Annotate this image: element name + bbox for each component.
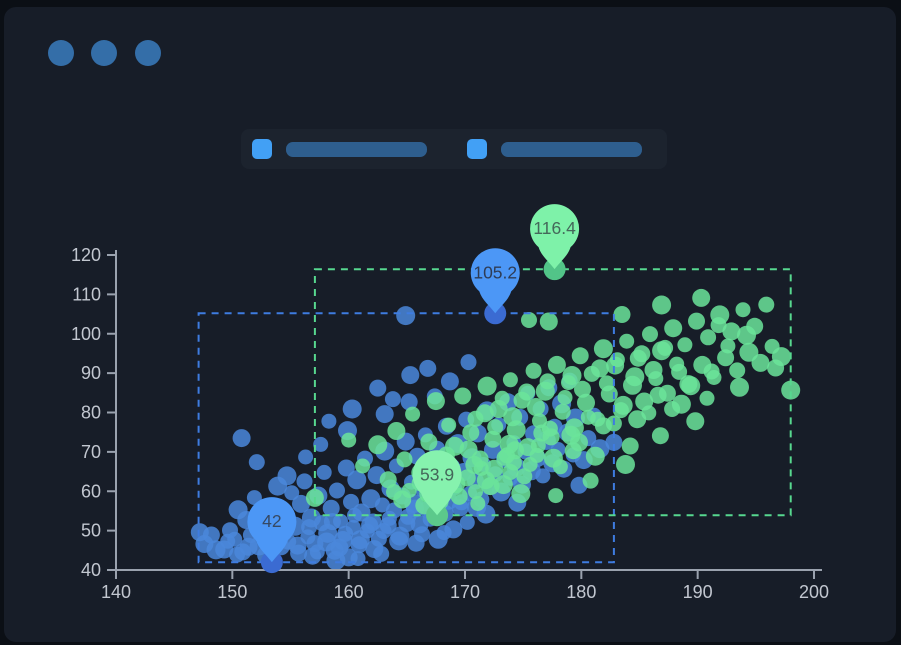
svg-text:170: 170: [450, 582, 480, 602]
svg-text:120: 120: [71, 245, 101, 265]
svg-text:140: 140: [101, 582, 131, 602]
window-dot-1[interactable]: [48, 40, 74, 66]
svg-text:50: 50: [81, 521, 101, 541]
legend-label-bar-2: [501, 141, 642, 157]
svg-text:53.9: 53.9: [420, 464, 454, 484]
legend-swatch-2: [467, 139, 487, 159]
svg-text:42: 42: [262, 511, 281, 531]
series-green-points: [305, 261, 801, 524]
svg-text:80: 80: [81, 403, 101, 423]
svg-text:105.2: 105.2: [473, 262, 517, 282]
window-dot-2[interactable]: [91, 40, 117, 66]
scatter-chart: 140 150 160 170 180 190 200 40 50 60 70 80 90 100 110 1…: [71, 204, 829, 602]
axes: [107, 250, 822, 579]
svg-text:70: 70: [81, 442, 101, 462]
svg-text:190: 190: [683, 582, 713, 602]
annotation-53.9: 53.9: [412, 450, 462, 527]
tick-labels: 140 150 160 170 180 190 200 40 50 60 70 80 90 100 110 1…: [71, 245, 829, 602]
annotation-105.2: 105.2: [470, 248, 520, 325]
legend-swatch-1: [252, 139, 272, 159]
annotation-42: 42: [247, 497, 297, 574]
chart-legend: [241, 129, 667, 169]
window-dot-3[interactable]: [135, 40, 161, 66]
svg-text:150: 150: [217, 582, 247, 602]
svg-text:90: 90: [81, 363, 101, 383]
svg-text:110: 110: [72, 284, 101, 304]
legend-item-2[interactable]: [467, 139, 642, 159]
svg-text:100: 100: [71, 324, 101, 344]
app-window: 140 150 160 170 180 190 200 40 50 60 70 80 90 100 110 1…: [4, 7, 896, 642]
svg-text:180: 180: [566, 582, 596, 602]
svg-text:116.4: 116.4: [533, 218, 576, 238]
annotation-116.4: 116.4: [530, 204, 580, 281]
svg-text:60: 60: [81, 481, 101, 501]
range-box-blue: [197, 312, 615, 564]
legend-label-bar-1: [286, 141, 427, 157]
svg-text:200: 200: [799, 582, 829, 602]
legend-item-1[interactable]: [252, 139, 427, 159]
svg-text:40: 40: [81, 560, 101, 580]
svg-text:160: 160: [334, 582, 364, 602]
